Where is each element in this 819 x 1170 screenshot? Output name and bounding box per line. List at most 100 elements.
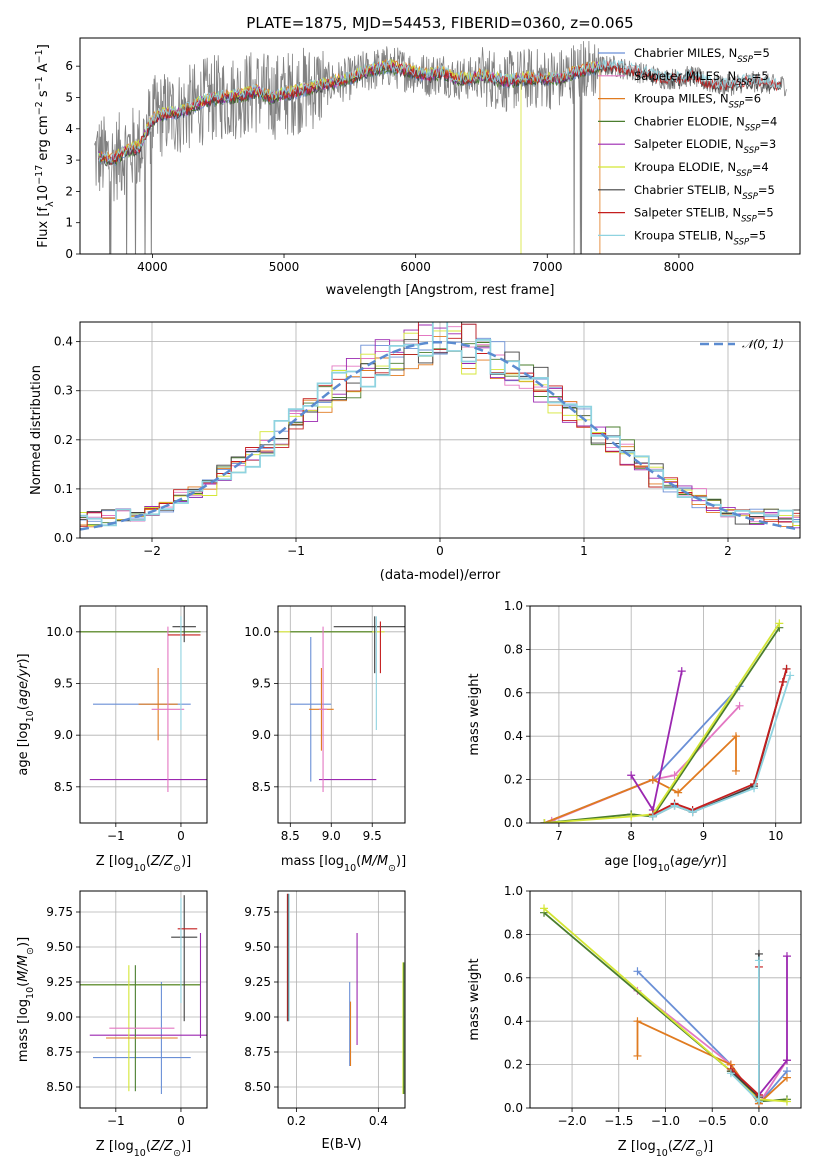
panel-residual_histogram: −2 −1 0 1 2 0.0 0.1 0.2 0.3 0.4 𝒩(0, 1) (data-model…: [29, 321, 801, 583]
weight-line-salpeter-elodie: [758, 956, 788, 1096]
legend-entry: Salpeter STELIB, NSSP=5: [634, 206, 774, 225]
axes-frame: [277, 890, 406, 1109]
y-tick-label: 9.50: [46, 940, 73, 954]
legend-count: =5: [752, 69, 769, 83]
x-tick-label: 9.0: [322, 829, 341, 843]
x-tick-label: 0.4: [369, 1114, 388, 1128]
x-tick-label: −1: [107, 829, 125, 843]
weight-marker: [540, 904, 549, 913]
y-tick-label: 2: [65, 184, 73, 198]
legend-count: =5: [749, 228, 766, 242]
x-axis-label: Z [log10(Z/Z⊙)]: [618, 1139, 713, 1159]
axes-frame-massweight_vs_Z: −2.0 −1.5 −1.0 −0.5 0.0 0.0 0.2 0.4 0.6 0.8 1.0 mas…: [467, 884, 802, 1159]
y-tick-label: 0: [65, 247, 73, 261]
legend-count: =5: [753, 46, 770, 60]
label-part: M/M: [16, 955, 31, 982]
y-axis-label: mass weight: [467, 958, 482, 1040]
weight-line-salpeter-elodie: [630, 670, 683, 813]
label-part: )]: [181, 854, 191, 869]
legend-text-main: Salpeter MILES, N: [634, 69, 736, 83]
label-part: ⊙: [388, 863, 396, 874]
x-tick-label: 8: [627, 829, 635, 843]
legend-entry: 𝒩(0, 1): [742, 337, 784, 351]
legend-subscript: SSP: [744, 146, 760, 156]
figure-title: PLATE=1875, MJD=54453, FIBERID=0360, z=0…: [246, 14, 633, 32]
plot-area-massweight_vs_Z: [540, 904, 791, 1108]
label-part: Flux [f: [36, 207, 51, 248]
axes-frame-mass_vs_Z: −1 08.508.759.009.259.509.75Z [log10(Z/Z⊙…: [16, 890, 208, 1159]
x-tick-label: 7: [555, 829, 563, 843]
label-part: M/M: [361, 854, 388, 869]
label-part: mass [log: [281, 854, 344, 869]
weight-marker: [648, 812, 657, 821]
x-tick-label: −1.0: [651, 1114, 680, 1128]
x-axis-label: mass [log10(M/M⊙)]: [281, 854, 406, 874]
axes-frame-residual_histogram: −2 −1 0 1 2 0.0 0.1 0.2 0.3 0.4 𝒩(0, 1) (data-model…: [29, 321, 801, 583]
y-axis-label: mass weight: [467, 673, 482, 755]
label-part: ]: [36, 44, 51, 49]
label-part: −2: [34, 101, 45, 115]
label-part: s: [36, 90, 51, 101]
panel-mass_vs_ebv: 0.2 0.4 8.50 8.75 9.00 9.25 9.50 9.75 E(B-V): [244, 890, 406, 1152]
x-tick-label: 0: [177, 1114, 185, 1128]
weight-line-salpeter-stelib: [652, 668, 788, 816]
x-tick-label: −1.5: [604, 1114, 633, 1128]
legend-subscript: SSP: [745, 123, 761, 133]
y-tick-label: 0.3: [54, 384, 73, 398]
plot-area-massweight_vs_age: [540, 619, 795, 823]
x-axis-label: Z [log10(Z/Z⊙)]: [96, 1139, 191, 1159]
y-tick-label: 8.5: [252, 780, 271, 794]
legend-subscript: SSP: [729, 101, 745, 111]
x-tick-label: 9.5: [363, 829, 382, 843]
weight-marker: [677, 667, 686, 676]
plot-area-spectrum: [94, 40, 787, 254]
y-tick-label: 8.5: [54, 780, 73, 794]
legend-text-main: Salpeter STELIB, N: [634, 206, 741, 220]
weight-marker: [674, 788, 683, 797]
weight-marker: [633, 1017, 642, 1026]
y-tick-label: 0.6: [504, 971, 523, 985]
label-part: (: [146, 1139, 151, 1154]
y-tick-label: 9.75: [244, 905, 271, 919]
label-part: A: [36, 63, 51, 76]
x-tick-label: 4000: [137, 260, 168, 274]
weight-marker: [782, 664, 791, 673]
legend-count: =5: [757, 206, 774, 220]
y-axis-label: Normed distribution: [29, 365, 44, 495]
legend-subscript: SSP: [734, 237, 750, 247]
legend-text-main: Kroupa ELODIE, N: [634, 160, 736, 174]
x-tick-label: 0.0: [749, 1114, 768, 1128]
y-tick-label: 10.0: [244, 625, 271, 639]
y-tick-label: 9.5: [252, 677, 271, 691]
legend-entry: Kroupa STELIB, NSSP=5: [634, 228, 766, 247]
weight-marker: [648, 775, 657, 784]
plot-area-mass_vs_ebv: [286, 893, 405, 1094]
label-part: −1: [34, 49, 45, 63]
weight-marker: [786, 671, 795, 680]
legend-entry: Salpeter ELODIE, NSSP=3: [634, 137, 776, 156]
legend-count: =5: [758, 183, 775, 197]
y-tick-label: 1: [65, 216, 73, 230]
label-part: Z [log: [96, 1139, 134, 1154]
y-tick-label: 0.1: [54, 482, 73, 496]
legend-text-main: Chabrier STELIB, N: [634, 183, 742, 197]
label-part: (: [146, 854, 151, 869]
y-tick-label: 0.0: [504, 1101, 523, 1115]
x-axis-label: Z [log10(Z/Z⊙)]: [96, 854, 191, 874]
legend-text-main: Salpeter ELODIE, N: [634, 137, 744, 151]
label-part: (: [16, 982, 31, 987]
x-tick-label: −2.0: [557, 1114, 586, 1128]
x-tick-label: 6000: [400, 260, 431, 274]
axes-frame: [277, 605, 406, 824]
weight-marker: [750, 784, 759, 793]
label-part: mass [log: [16, 999, 31, 1062]
x-tick-label: −0.5: [698, 1114, 727, 1128]
legend-entry: Kroupa MILES, NSSP=6: [634, 92, 761, 111]
y-tick-label: 0.0: [504, 816, 523, 830]
histogram-kroupa-elodie: [80, 330, 800, 526]
label-part: Z [log: [96, 854, 134, 869]
legend-subscript: SSP: [736, 78, 752, 88]
label-part: 10: [134, 863, 146, 874]
label-part: )]: [703, 1139, 713, 1154]
legend-entry: Salpeter MILES, NSSP=5: [634, 69, 769, 88]
